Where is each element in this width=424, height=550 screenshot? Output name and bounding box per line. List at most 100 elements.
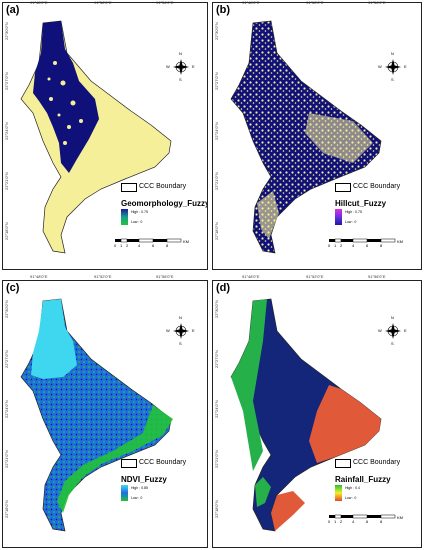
lat-tick: 22°30'0"N bbox=[214, 22, 219, 40]
lon-tick: 91°48'0"E bbox=[30, 0, 48, 5]
legend-high: High : 0.75 bbox=[131, 210, 148, 214]
north-label: N bbox=[391, 51, 394, 56]
north-arrow-icon bbox=[173, 59, 189, 75]
layer-name: Hillcut_Fuzzy bbox=[335, 199, 387, 208]
north-label: N bbox=[391, 315, 394, 320]
lat-tick: 22°30'0"N bbox=[4, 300, 9, 318]
legend-low: Low : 0 bbox=[345, 496, 357, 500]
north-label: N bbox=[179, 51, 182, 56]
lat-tick: 22°30'0"N bbox=[214, 300, 219, 318]
south-label: S bbox=[179, 77, 182, 82]
legend-low: Low : 0 bbox=[131, 496, 143, 500]
panel-label: (d) bbox=[216, 282, 231, 294]
north-label: N bbox=[179, 315, 182, 320]
rainfall-green-south bbox=[255, 477, 271, 507]
scale-label: 6 bbox=[366, 519, 369, 524]
hill-region bbox=[33, 21, 99, 173]
legend-high: High : 0.75 bbox=[345, 210, 362, 214]
east-label: E bbox=[404, 64, 407, 69]
color-ramp bbox=[121, 485, 128, 501]
north-arrow-icon bbox=[173, 323, 189, 339]
lon-tick: 91°56'0"E bbox=[156, 274, 174, 279]
cyan-region bbox=[31, 299, 77, 379]
south-label: S bbox=[179, 341, 182, 346]
lat-tick: 22°21'0"N bbox=[4, 450, 9, 468]
lat-tick: 22°18'0"N bbox=[4, 500, 9, 518]
lon-tick: 91°52'0"E bbox=[94, 274, 112, 279]
legend-boundary-swatch bbox=[121, 459, 137, 468]
north-arrow-icon bbox=[385, 59, 401, 75]
east-label: E bbox=[192, 64, 195, 69]
lon-tick: 91°52'0"E bbox=[94, 0, 112, 5]
lat-tick: 22°18'0"N bbox=[4, 222, 9, 240]
lat-tick: 22°24'0"N bbox=[4, 122, 9, 140]
scale-label: 4 bbox=[352, 243, 355, 248]
south-label: S bbox=[391, 341, 394, 346]
panel-ndvi: (c) CCC Boundary NDVI_Fuzzy High : 0.85 … bbox=[2, 280, 208, 548]
legend-boundary-swatch bbox=[335, 183, 351, 192]
lon-tick: 91°52'0"E bbox=[306, 0, 324, 5]
scale-bar bbox=[329, 238, 396, 243]
scale-bar bbox=[329, 514, 396, 519]
legend-boundary-swatch bbox=[121, 183, 137, 192]
west-label: W bbox=[166, 328, 170, 333]
layer-name: Geomorphology_Fuzzy bbox=[121, 199, 208, 208]
scale-unit: KM bbox=[397, 239, 403, 244]
rainfall-orange-zone bbox=[309, 385, 381, 463]
north-arrow-icon bbox=[385, 323, 401, 339]
map-ndvi bbox=[20, 298, 173, 532]
scale-label: 1 bbox=[334, 243, 337, 248]
lat-tick: 22°21'0"N bbox=[214, 172, 219, 190]
map-rainfall bbox=[230, 298, 382, 532]
scale-label: 4 bbox=[352, 519, 355, 524]
lat-tick: 22°24'0"N bbox=[4, 400, 9, 418]
lon-tick: 91°56'0"E bbox=[368, 274, 386, 279]
scale-label: 8 bbox=[166, 243, 169, 248]
legend-boundary-label: CCC Boundary bbox=[353, 183, 401, 190]
east-label: E bbox=[192, 328, 195, 333]
legend-boundary-label: CCC Boundary bbox=[139, 183, 187, 190]
color-ramp bbox=[335, 485, 342, 501]
west-label: W bbox=[166, 64, 170, 69]
legend-boundary-label: CCC Boundary bbox=[139, 459, 187, 466]
scale-unit: KM bbox=[397, 515, 403, 520]
panel-rainfall: (d) CCC Boundary Rainfall_Fuzzy High : 0… bbox=[212, 280, 422, 548]
legend-low: Low : 0 bbox=[345, 220, 357, 224]
color-ramp bbox=[121, 209, 128, 225]
panel-label: (a) bbox=[6, 4, 20, 16]
layer-name: Rainfall_Fuzzy bbox=[335, 475, 391, 484]
lat-tick: 22°27'0"N bbox=[214, 350, 219, 368]
lat-tick: 22°21'0"N bbox=[214, 450, 219, 468]
panel-geomorphology: (a) CCC Boundary Geomorphology_Fuzzy Hig… bbox=[2, 2, 208, 270]
lon-tick: 91°48'0"E bbox=[242, 274, 260, 279]
scale-label: 8 bbox=[380, 243, 383, 248]
lon-tick: 91°48'0"E bbox=[242, 0, 260, 5]
layer-name: NDVI_Fuzzy bbox=[121, 475, 167, 484]
lat-tick: 22°24'0"N bbox=[214, 400, 219, 418]
scale-unit: KM bbox=[183, 239, 189, 244]
scale-label: 2 bbox=[126, 243, 129, 248]
scale-label: 6 bbox=[366, 243, 369, 248]
panel-label: (c) bbox=[6, 282, 20, 294]
scale-label: 4 bbox=[138, 243, 141, 248]
map-hillcut bbox=[230, 20, 382, 254]
rainfall-orange-south bbox=[271, 491, 305, 531]
west-label: W bbox=[378, 328, 382, 333]
rainfall-green-zone bbox=[231, 299, 267, 471]
panel-label: (b) bbox=[216, 4, 231, 16]
lat-tick: 22°30'0"N bbox=[4, 22, 9, 40]
scale-label: 0 bbox=[328, 243, 331, 248]
lat-tick: 22°27'0"N bbox=[214, 72, 219, 90]
scale-label: 0 bbox=[114, 243, 117, 248]
scale-label: 1 bbox=[334, 519, 337, 524]
south-label: S bbox=[391, 77, 394, 82]
lat-tick: 22°18'0"N bbox=[214, 222, 219, 240]
lon-tick: 91°56'0"E bbox=[368, 0, 386, 5]
lat-tick: 22°18'0"N bbox=[214, 500, 219, 518]
color-ramp bbox=[335, 209, 342, 225]
scale-bar bbox=[115, 238, 182, 243]
legend-boundary-label: CCC Boundary bbox=[353, 459, 401, 466]
lon-tick: 91°52'0"E bbox=[306, 274, 324, 279]
legend-low: Low : 0 bbox=[131, 220, 143, 224]
west-label: W bbox=[378, 64, 382, 69]
